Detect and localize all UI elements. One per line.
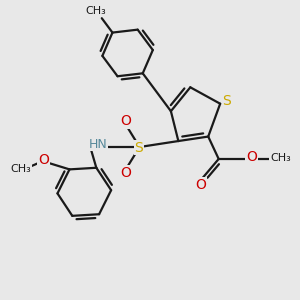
Text: O: O	[120, 166, 131, 180]
Text: O: O	[195, 178, 206, 192]
Text: O: O	[120, 114, 131, 128]
Text: CH₃: CH₃	[11, 164, 32, 174]
Text: CH₃: CH₃	[270, 153, 291, 164]
Text: CH₃: CH₃	[86, 5, 106, 16]
Text: S: S	[135, 141, 143, 154]
Text: O: O	[38, 153, 49, 167]
Text: S: S	[222, 94, 231, 108]
Text: HN: HN	[89, 137, 108, 151]
Text: O: O	[246, 151, 257, 164]
